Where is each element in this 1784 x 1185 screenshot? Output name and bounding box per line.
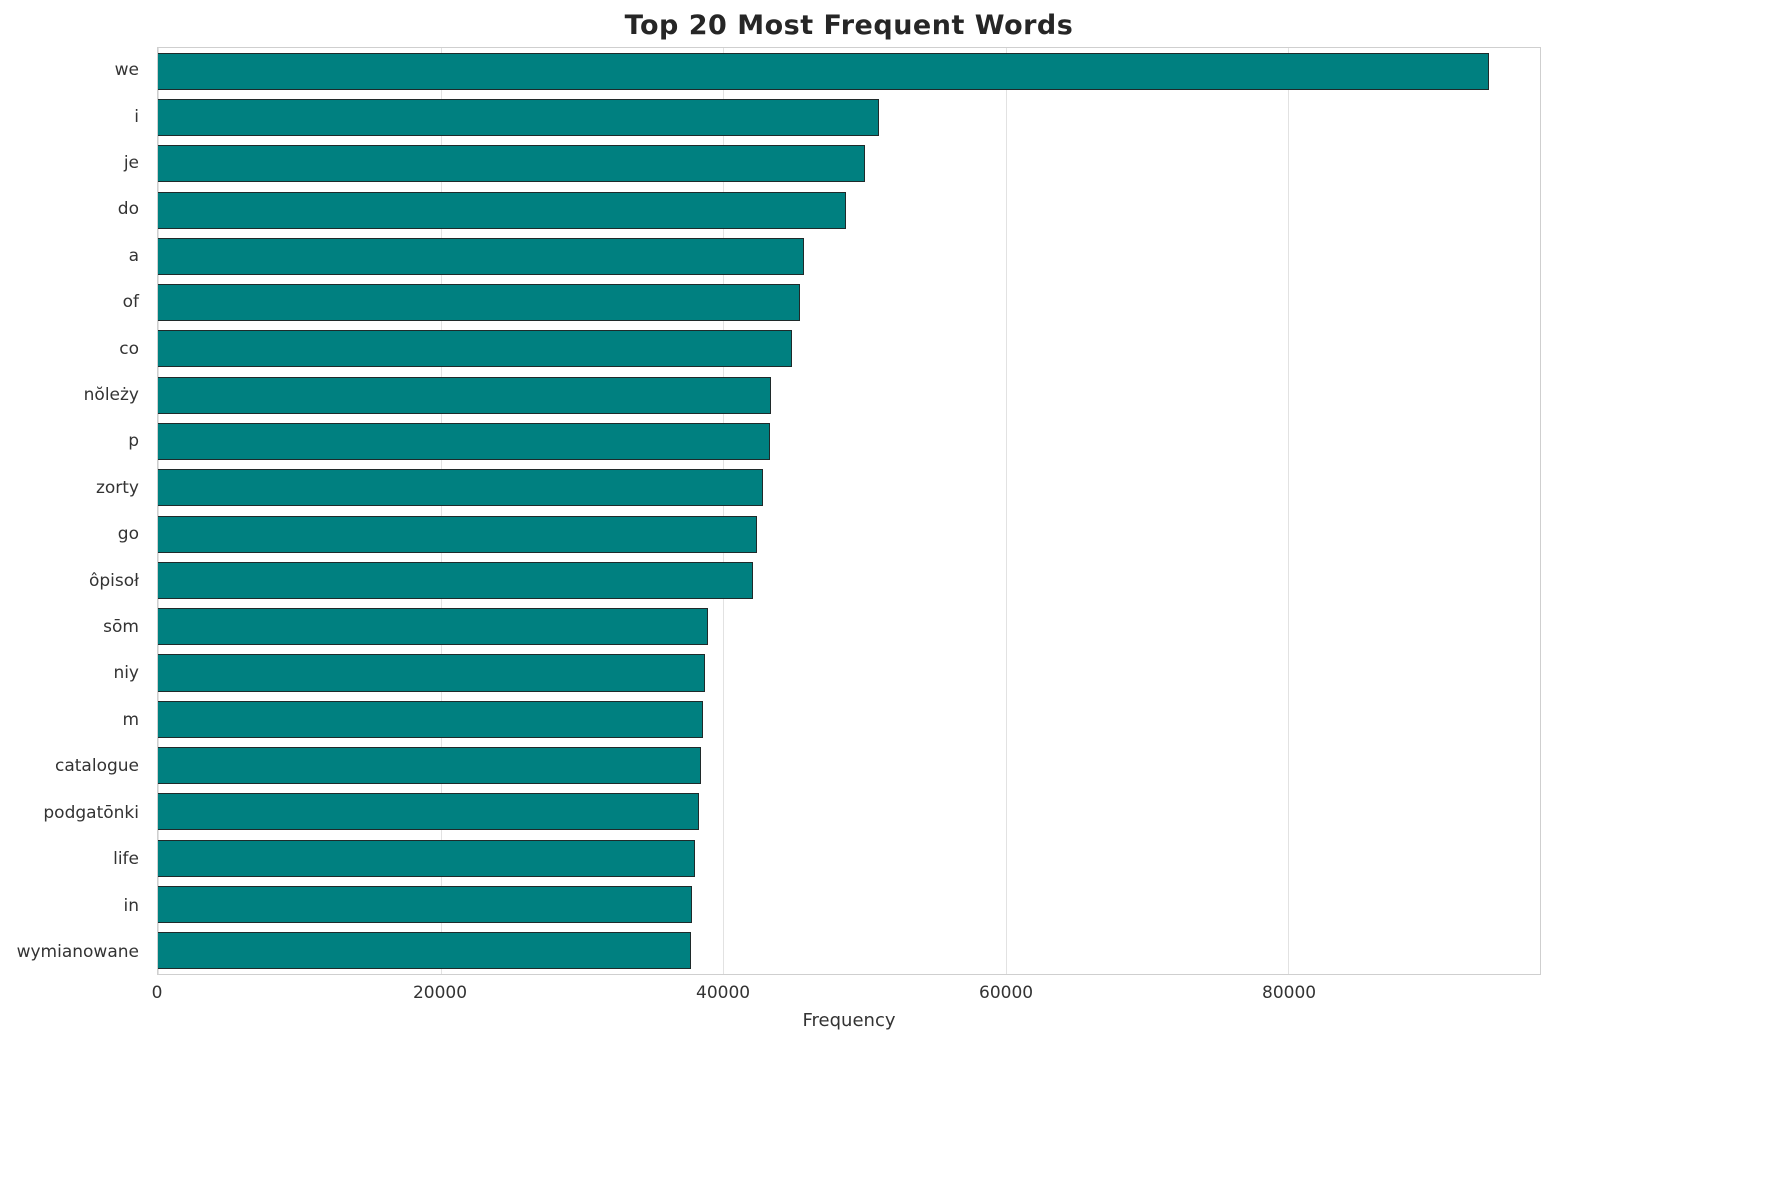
gridline bbox=[158, 48, 159, 974]
y-axis-label: niy bbox=[113, 663, 139, 684]
y-axis-label: co bbox=[119, 338, 139, 359]
x-axis-tick-label: 80000 bbox=[1262, 983, 1317, 1003]
bar bbox=[158, 515, 758, 553]
bar-row bbox=[158, 604, 1540, 650]
x-axis-title: Frequency bbox=[802, 1010, 896, 1031]
gridline bbox=[1288, 48, 1290, 974]
y-axis-label: wymianowane bbox=[16, 941, 139, 962]
bar bbox=[158, 145, 865, 183]
y-axis-label: podgatōnki bbox=[43, 802, 139, 823]
y-axis-label: catalogue bbox=[55, 756, 139, 777]
plot-area bbox=[157, 47, 1541, 975]
bar-row bbox=[158, 696, 1540, 742]
bar bbox=[158, 52, 1490, 90]
y-axis-label: i bbox=[134, 106, 139, 127]
bar-row bbox=[158, 928, 1540, 974]
bar-row bbox=[158, 326, 1540, 372]
x-axis-tick-label: 60000 bbox=[979, 983, 1034, 1003]
bar bbox=[158, 284, 800, 322]
bar-row bbox=[158, 789, 1540, 835]
bar-row bbox=[158, 279, 1540, 325]
x-axis-tick-label: 0 bbox=[151, 983, 163, 1003]
y-axis-label: sōm bbox=[103, 617, 139, 638]
y-axis-label: go bbox=[117, 524, 139, 545]
y-axis-label: je bbox=[123, 153, 139, 174]
bar-row bbox=[158, 835, 1540, 881]
gridlines-layer bbox=[158, 48, 1540, 974]
gridline bbox=[723, 48, 725, 974]
y-axis-label: ôpisoł bbox=[88, 570, 139, 591]
bar bbox=[158, 561, 753, 599]
bar bbox=[158, 700, 704, 738]
bar bbox=[158, 932, 692, 970]
y-axis-label: nŏleży bbox=[83, 385, 139, 406]
bar bbox=[158, 747, 701, 785]
chart-title: Top 20 Most Frequent Words bbox=[624, 10, 1074, 41]
bar-row bbox=[158, 511, 1540, 557]
bar-row bbox=[158, 650, 1540, 696]
y-axis-label: of bbox=[122, 292, 139, 313]
bar bbox=[158, 330, 793, 368]
bar-row bbox=[158, 141, 1540, 187]
bar bbox=[158, 98, 879, 136]
bar-row bbox=[158, 742, 1540, 788]
x-axis-ticks: 0 20000 40000 60000 80000 bbox=[152, 983, 1541, 1007]
y-axis-label: p bbox=[128, 431, 139, 452]
bar bbox=[158, 469, 763, 507]
bar bbox=[158, 376, 772, 414]
y-axis-label: a bbox=[128, 245, 139, 266]
x-axis-tick-label: 40000 bbox=[696, 983, 751, 1003]
bars-layer bbox=[158, 48, 1540, 974]
bar-row bbox=[158, 233, 1540, 279]
bar bbox=[158, 191, 847, 229]
bar bbox=[158, 839, 695, 877]
bar-row bbox=[158, 418, 1540, 464]
bar bbox=[158, 423, 770, 461]
x-axis-tick-label: 20000 bbox=[412, 983, 468, 1003]
bar-row bbox=[158, 94, 1540, 140]
bar-row bbox=[158, 881, 1540, 927]
y-axis-label: do bbox=[117, 199, 139, 220]
bar-row bbox=[158, 48, 1540, 94]
bar-row bbox=[158, 465, 1540, 511]
y-axis-label: we bbox=[114, 60, 139, 81]
bar-row bbox=[158, 372, 1540, 418]
y-axis-label: m bbox=[122, 709, 139, 730]
bar bbox=[158, 793, 700, 831]
bar bbox=[158, 608, 708, 646]
gridline bbox=[440, 48, 442, 974]
bar bbox=[158, 885, 693, 923]
bar bbox=[158, 237, 804, 275]
y-axis-label: life bbox=[113, 849, 139, 870]
gridline bbox=[1005, 48, 1007, 974]
y-axis-label: zorty bbox=[95, 477, 139, 498]
y-axis-labels: we i je do a of co nŏleży p zorty go ôpisoł sōm niy m c… bbox=[0, 47, 147, 975]
y-axis-label: in bbox=[123, 895, 140, 916]
bar-row bbox=[158, 187, 1540, 233]
bar bbox=[158, 654, 705, 692]
bar-row bbox=[158, 557, 1540, 603]
